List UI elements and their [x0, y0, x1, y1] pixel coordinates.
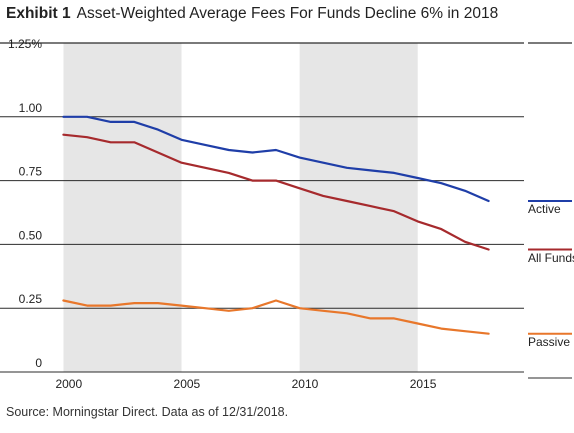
y-tick-label: 0.75	[19, 165, 43, 179]
y-tick-label: 0	[35, 356, 42, 370]
source-note: Source: Morningstar Direct. Data as of 1…	[6, 405, 289, 419]
y-tick-label: 1.25%	[8, 37, 42, 51]
shaded-period-0	[63, 43, 182, 372]
x-tick-label: 2000	[55, 377, 82, 391]
y-tick-label: 0.50	[19, 228, 43, 242]
y-tick-label: 1.00	[19, 101, 43, 115]
legend-label-passive: Passive	[528, 335, 570, 349]
series-line-passive	[62, 299, 490, 335]
x-tick-label: 2010	[292, 377, 319, 391]
chart-title: Exhibit 1 Asset-Weighted Average Fees For…	[6, 5, 498, 23]
y-tick-label: 0.25	[19, 292, 43, 306]
legend-label-all-funds: All Funds	[528, 251, 574, 265]
x-tick-label: 2005	[174, 377, 201, 391]
series-line-active	[62, 115, 490, 203]
series-line-all-funds	[62, 133, 490, 251]
legend-label-active: Active	[528, 202, 561, 216]
x-tick-label: 2015	[410, 377, 437, 391]
exhibit-label: Exhibit 1	[6, 5, 71, 22]
shaded-period-1	[299, 43, 418, 372]
chart-title-text: Asset-Weighted Average Fees For Funds De…	[76, 5, 499, 22]
